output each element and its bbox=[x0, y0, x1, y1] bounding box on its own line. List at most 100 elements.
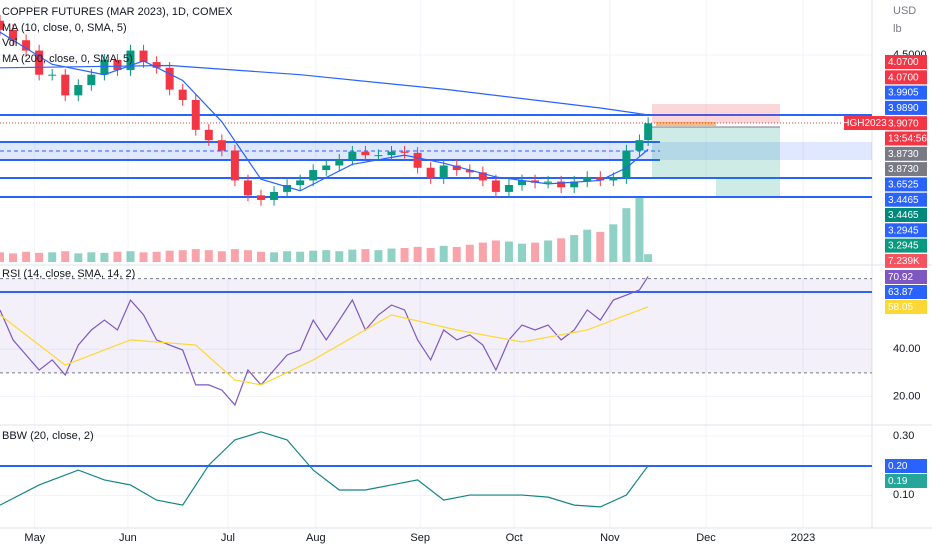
volume-bar bbox=[0, 252, 4, 262]
price-tag-box bbox=[885, 177, 927, 192]
candle-body bbox=[387, 151, 396, 156]
price-tag: 4.0700 bbox=[885, 55, 927, 69]
volume-bar bbox=[504, 241, 513, 262]
candle-body bbox=[283, 185, 292, 192]
volume-bar bbox=[126, 251, 135, 262]
candle-body bbox=[87, 74, 96, 86]
volume-bar bbox=[243, 250, 252, 262]
price-tag: 3.4465 bbox=[885, 208, 927, 222]
price-tag-box bbox=[885, 270, 927, 284]
volume-bar bbox=[296, 251, 305, 262]
candle-body bbox=[644, 123, 653, 141]
candle-body bbox=[296, 180, 305, 186]
price-tag-text: 3.9905 bbox=[888, 88, 919, 99]
candle-body bbox=[622, 150, 631, 179]
candle-body bbox=[309, 170, 318, 181]
price-tag: 3.9890 bbox=[885, 100, 927, 115]
volume-bar bbox=[426, 248, 435, 262]
price-tag: 70.92 bbox=[885, 270, 927, 284]
price-tag: 13:54:56 bbox=[885, 131, 927, 146]
x-tick-label: Oct bbox=[506, 532, 523, 544]
volume-bar bbox=[257, 251, 265, 262]
volume-bar bbox=[644, 254, 653, 262]
price-tag: 3.9070 bbox=[885, 116, 927, 131]
y-tick-label: 40.00 bbox=[893, 343, 921, 355]
candle-body bbox=[570, 181, 579, 188]
volume-bar bbox=[139, 252, 148, 262]
indicator-label: MA (200, close, 0, SMA, 5) bbox=[2, 53, 133, 65]
candle-body bbox=[152, 62, 161, 68]
x-tick-label: May bbox=[24, 532, 45, 544]
candle-body bbox=[100, 59, 109, 75]
volume-bar bbox=[557, 238, 566, 262]
price-tag-box bbox=[885, 192, 927, 207]
volume-bar bbox=[518, 243, 526, 262]
x-tick-label: Jun bbox=[119, 532, 137, 544]
volume-bar bbox=[322, 250, 331, 262]
candle-body bbox=[9, 29, 18, 41]
price-tag-text: 3.8730 bbox=[888, 149, 919, 160]
candle-body bbox=[243, 180, 252, 196]
candle-body bbox=[335, 159, 344, 166]
price-tag: 0.19 bbox=[885, 474, 927, 488]
price-tag: 3.6525 bbox=[885, 177, 927, 192]
x-tick-label: Sep bbox=[410, 532, 430, 544]
volume-bar bbox=[204, 250, 213, 262]
candle-body bbox=[322, 165, 331, 171]
candle-body bbox=[230, 150, 239, 181]
volume-bar bbox=[61, 251, 70, 262]
price-tag-text: 3.9070 bbox=[888, 118, 919, 129]
indicator-label: RSI (14, close, SMA, 14, 2) bbox=[2, 268, 135, 280]
price-tag-box bbox=[885, 223, 927, 238]
position-entry bbox=[656, 122, 716, 126]
candle-body bbox=[35, 50, 44, 75]
volume-bar bbox=[609, 224, 618, 262]
price-tag-text: 0.20 bbox=[888, 461, 908, 472]
price-tag-text: 3.4465 bbox=[888, 195, 919, 206]
price-tag-box bbox=[885, 131, 927, 146]
price-tag: 3.4465 bbox=[885, 192, 927, 207]
volume-bar bbox=[583, 229, 592, 262]
volume-bar bbox=[400, 248, 409, 262]
candle-body bbox=[400, 151, 409, 153]
line-series bbox=[0, 31, 649, 192]
line-series bbox=[0, 64, 649, 116]
volume-bar bbox=[113, 251, 122, 262]
candle-body bbox=[270, 191, 279, 200]
price-tag: 3.2945 bbox=[885, 223, 927, 238]
indicator-label: MA (10, close, 0, SMA, 5) bbox=[2, 22, 127, 34]
y-tick-label: 0.30 bbox=[893, 430, 914, 442]
price-tag-text: 3.6525 bbox=[888, 180, 919, 191]
price-tag: 63.87 bbox=[885, 285, 927, 299]
price-tag-box bbox=[885, 85, 927, 100]
x-tick-label: Jul bbox=[221, 532, 235, 544]
candle-body bbox=[139, 50, 148, 63]
price-tag: 3.8730 bbox=[885, 146, 927, 161]
price-tag-text: 0.19 bbox=[888, 476, 908, 487]
price-tag: 3.2945 bbox=[885, 238, 927, 253]
price-tag: 58.05 bbox=[885, 300, 927, 314]
volume-bar bbox=[570, 235, 579, 262]
x-tick-label: Dec bbox=[696, 532, 716, 544]
price-tag-box bbox=[885, 474, 927, 488]
price-tag-text: 7.239K bbox=[888, 256, 920, 267]
volume-bar bbox=[165, 250, 174, 262]
candle-body bbox=[465, 170, 474, 173]
price-tag: 3.9905 bbox=[885, 85, 927, 100]
position-target bbox=[716, 178, 780, 196]
price-tag-box bbox=[885, 285, 927, 299]
volume-bar bbox=[622, 208, 631, 262]
candle-body bbox=[583, 176, 592, 182]
candle-body bbox=[165, 67, 174, 90]
volume-bar bbox=[635, 197, 644, 262]
chart-title: COPPER FUTURES (MAR 2023), 1D, COMEX bbox=[2, 6, 233, 18]
line-series bbox=[0, 306, 649, 386]
line-series bbox=[0, 276, 649, 407]
price-tag-box bbox=[885, 70, 927, 85]
volume-bar bbox=[361, 249, 370, 262]
volume-bar bbox=[413, 246, 422, 262]
volume-bar bbox=[478, 242, 487, 262]
price-tag-box bbox=[885, 55, 927, 69]
volume-bar bbox=[178, 250, 187, 262]
